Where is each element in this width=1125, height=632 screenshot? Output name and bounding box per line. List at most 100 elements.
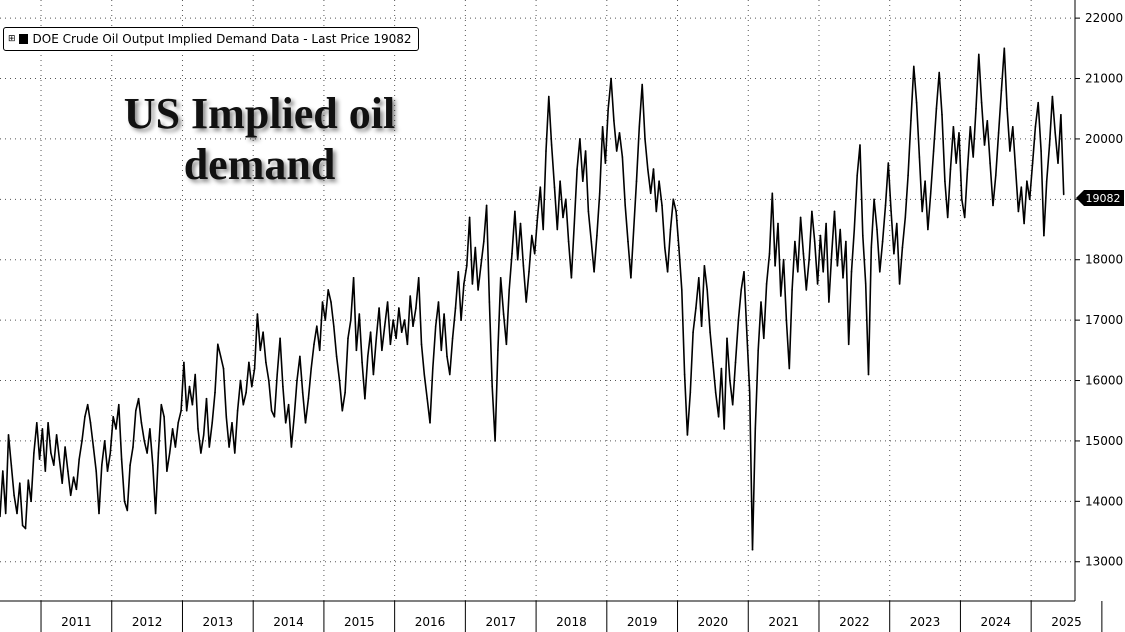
data-point	[661, 204, 663, 207]
data-point	[279, 337, 281, 340]
data-point	[457, 271, 460, 273]
data-point	[7, 434, 10, 436]
data-point	[497, 349, 499, 352]
data-point	[794, 240, 796, 243]
data-point	[808, 258, 810, 261]
data-point	[511, 252, 513, 255]
data-point	[398, 307, 400, 309]
data-point	[251, 385, 253, 388]
data-point	[86, 403, 89, 406]
data-point	[38, 458, 41, 460]
data-point	[154, 512, 157, 515]
data-point	[214, 391, 216, 394]
data-point	[879, 271, 881, 273]
data-point	[915, 101, 918, 104]
data-point	[330, 301, 332, 303]
data-point	[746, 331, 748, 334]
data-point	[234, 452, 236, 454]
data-point	[171, 428, 174, 430]
data-point	[774, 265, 776, 267]
data-point	[734, 361, 737, 364]
data-point	[383, 325, 386, 328]
data-point	[67, 470, 69, 472]
data-point	[58, 458, 61, 460]
data-point	[47, 422, 49, 424]
data-point	[420, 343, 423, 346]
data-point	[686, 434, 689, 436]
data-point	[188, 385, 191, 388]
data-point	[341, 409, 344, 412]
data-point	[200, 452, 202, 454]
data-point	[364, 397, 366, 400]
data-point	[454, 307, 457, 309]
data-point	[683, 373, 686, 376]
data-point	[185, 409, 188, 412]
data-point	[1023, 222, 1025, 225]
data-point	[955, 162, 957, 164]
data-point	[69, 494, 72, 497]
data-point	[290, 446, 293, 448]
data-point	[723, 428, 725, 430]
data-point	[952, 126, 955, 128]
data-point	[143, 440, 146, 442]
data-point	[842, 277, 844, 279]
data-point	[791, 289, 793, 291]
x-tick-label: 2019	[627, 615, 658, 629]
data-point	[30, 500, 32, 503]
data-point	[1014, 168, 1017, 170]
data-point	[822, 271, 824, 273]
data-point	[183, 361, 185, 364]
data-point	[44, 470, 47, 472]
legend-toggle-icon[interactable]: ⊞	[8, 33, 16, 44]
data-point	[610, 77, 612, 80]
x-tick-label: 2012	[132, 615, 163, 629]
data-point	[466, 265, 468, 267]
data-point	[596, 234, 598, 237]
data-point	[618, 132, 621, 134]
data-point	[253, 367, 256, 370]
data-point	[273, 416, 276, 418]
data-point	[449, 373, 451, 376]
data-point	[225, 416, 228, 418]
data-point	[287, 403, 290, 406]
data-point	[64, 446, 66, 448]
data-point	[579, 138, 581, 140]
data-point	[460, 319, 462, 321]
data-point	[395, 337, 397, 340]
data-point	[573, 222, 576, 225]
data-point	[638, 126, 641, 128]
data-point	[700, 325, 703, 328]
data-point	[494, 440, 496, 442]
data-point	[488, 301, 491, 303]
data-point	[542, 228, 544, 231]
data-point	[502, 313, 505, 315]
data-point	[632, 228, 635, 231]
x-tick-label: 2016	[415, 615, 446, 629]
data-point	[802, 252, 805, 255]
x-tick-label: 2014	[273, 615, 304, 629]
x-axis: 2011 2012 2013 2014 2015 2016 2017 2018 2019 2020…	[0, 600, 1103, 632]
data-point	[570, 277, 573, 279]
data-point	[369, 331, 372, 334]
data-point	[703, 265, 706, 267]
data-point	[980, 101, 983, 104]
data-point	[757, 349, 759, 352]
data-point	[361, 361, 363, 364]
data-point	[604, 162, 607, 164]
data-point	[983, 144, 986, 146]
data-point	[978, 53, 980, 56]
legend-text: DOE Crude Oil Output Implied Demand Data…	[32, 32, 412, 46]
data-point	[969, 126, 972, 128]
data-point	[720, 367, 723, 370]
data-point	[655, 210, 658, 213]
data-point	[944, 180, 946, 182]
data-point	[135, 409, 137, 412]
data-point	[358, 313, 361, 315]
data-point	[876, 228, 878, 231]
data-point	[236, 409, 239, 412]
data-point	[867, 373, 870, 376]
data-point	[904, 216, 907, 219]
data-point	[864, 283, 867, 285]
data-point	[624, 204, 626, 207]
data-point	[1034, 126, 1037, 128]
